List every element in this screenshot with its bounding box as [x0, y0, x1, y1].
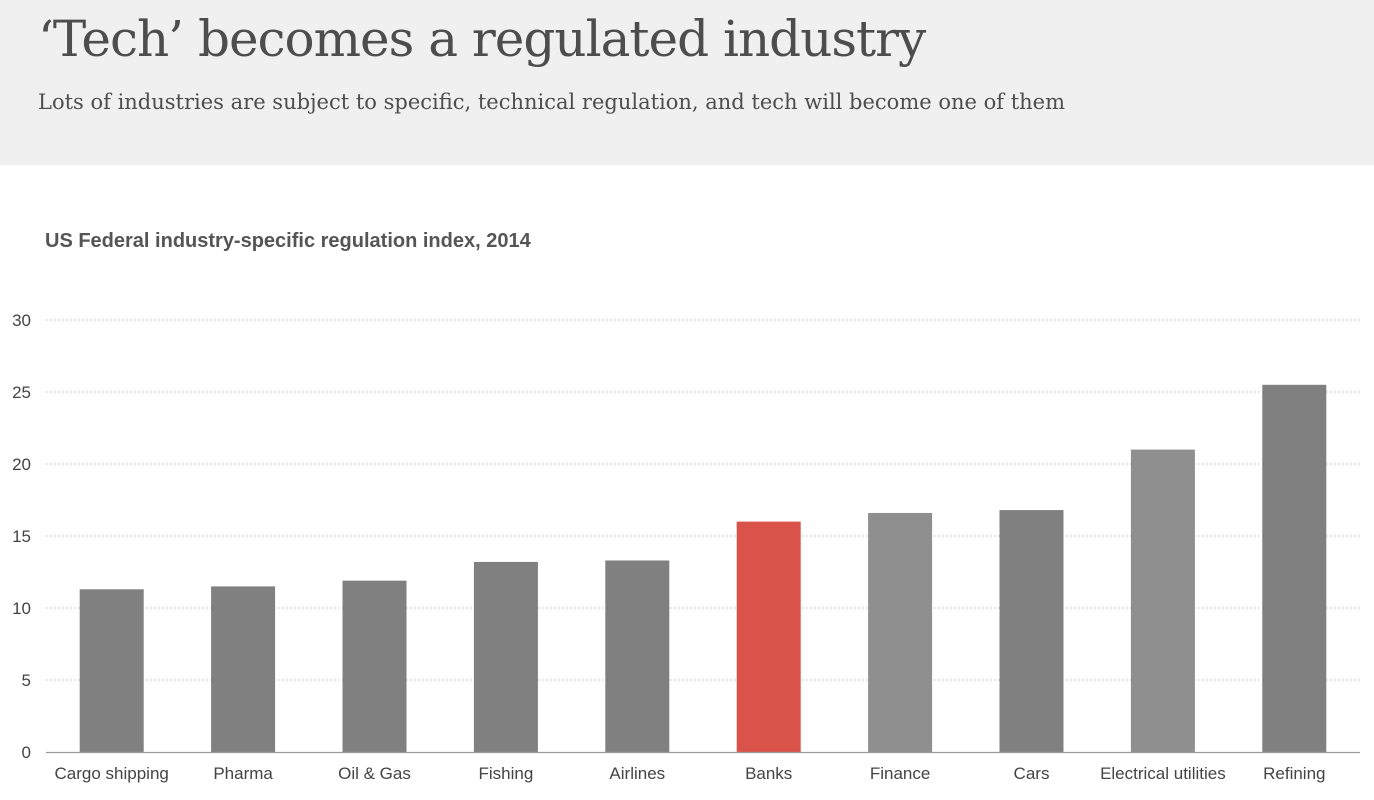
x-tick-label: Cargo shipping: [55, 764, 169, 783]
x-tick-label: Cars: [1014, 764, 1050, 783]
bar: [473, 561, 538, 752]
y-tick-label: 15: [12, 527, 31, 546]
page-title: ‘Tech’ becomes a regulated industry: [38, 10, 926, 68]
bar: [79, 589, 144, 752]
page-subtitle: Lots of industries are subject to specif…: [38, 90, 1066, 114]
bar: [999, 510, 1064, 752]
y-tick-label: 5: [22, 671, 31, 690]
y-tick-label: 0: [22, 743, 31, 762]
bar: [1130, 449, 1195, 752]
x-tick-label: Finance: [870, 764, 930, 783]
bar: [1262, 384, 1327, 752]
chart-title: US Federal industry-specific regulation …: [45, 230, 531, 252]
x-tick-label: Airlines: [609, 764, 665, 783]
bar: [211, 586, 276, 752]
x-tick-label: Electrical utilities: [1100, 764, 1226, 783]
y-tick-label: 20: [12, 455, 31, 474]
x-tick-label: Oil & Gas: [338, 764, 411, 783]
x-tick-label: Banks: [745, 764, 792, 783]
bar: [736, 521, 801, 752]
header-banner: ‘Tech’ becomes a regulated industry Lots…: [0, 0, 1374, 165]
bar: [605, 560, 670, 752]
x-tick-label: Refining: [1263, 764, 1325, 783]
y-tick-label: 10: [12, 599, 31, 618]
y-tick-label: 25: [12, 383, 31, 402]
y-tick-label: 30: [12, 311, 31, 330]
bar: [868, 512, 933, 752]
x-tick-label: Pharma: [213, 764, 273, 783]
x-tick-label: Fishing: [478, 764, 533, 783]
bar: [342, 580, 407, 752]
